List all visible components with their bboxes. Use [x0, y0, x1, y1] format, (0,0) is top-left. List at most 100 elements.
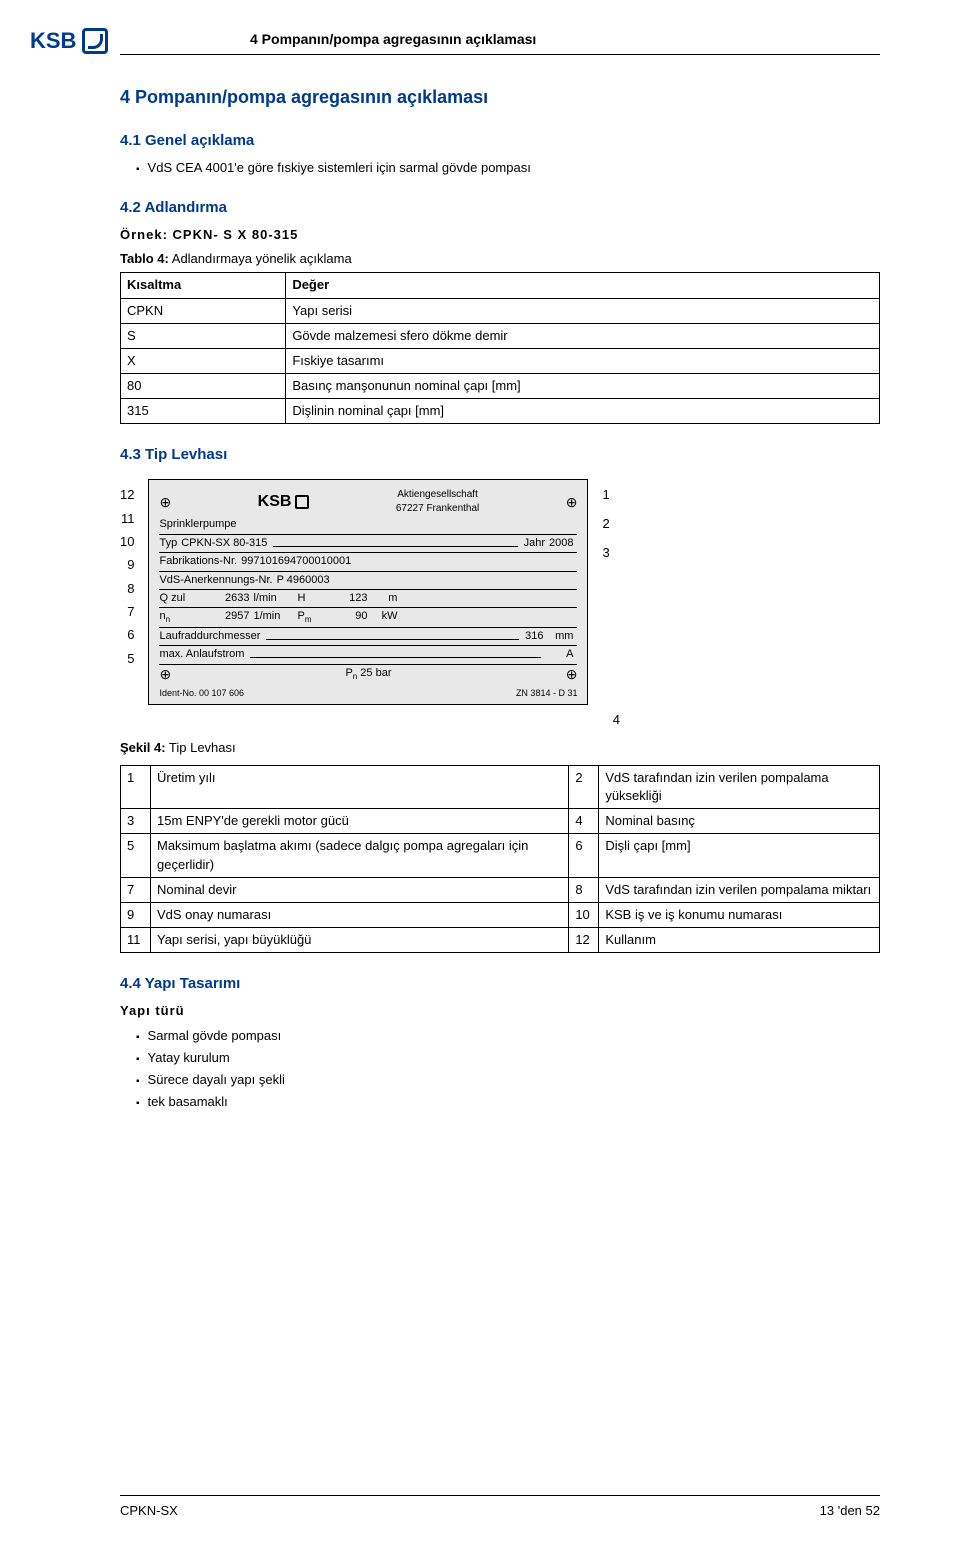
table-row: 11Yapı serisi, yapı büyüklüğü12Kullanım: [121, 928, 880, 953]
screw-icon: ⊕: [566, 667, 578, 681]
callout-number: 2: [602, 514, 609, 535]
table-cell: Maksimum başlatma akımı (sadece dalgıç p…: [151, 834, 569, 877]
np-value: 90: [321, 609, 371, 624]
np-unit: A: [547, 647, 577, 662]
bullet-item: Sürece dayalı yapı şekli: [136, 1071, 880, 1089]
table-cell: Nominal devir: [151, 877, 569, 902]
np-unit: l/min: [253, 591, 297, 606]
table-cell: 4: [569, 809, 599, 834]
table-cell: 11: [121, 928, 151, 953]
table-cell: 12: [569, 928, 599, 953]
table-4-caption: Tablo 4: Adlandırmaya yönelik açıklama: [120, 250, 880, 268]
np-ident: Ident-No. 00 107 606: [159, 687, 244, 700]
table-cell: Üretim yılı: [151, 765, 569, 808]
callout-number: 12: [120, 485, 134, 506]
section-4-4-heading: 4.4 Yapı Tasarımı: [120, 973, 880, 994]
table-row: 315Dişlinin nominal çapı [mm]: [121, 399, 880, 424]
screw-icon: ⊕: [566, 495, 578, 509]
table-4-abbrev: Kısaltma Değer CPKNYapı serisiSGövde mal…: [120, 272, 880, 424]
nameplate-address: Aktiengesellschaft 67227 Frankenthal: [396, 488, 479, 516]
table-cell: Fıskiye tasarımı: [286, 348, 880, 373]
np-value: 2008: [549, 536, 577, 551]
callout-number: 5: [120, 649, 134, 670]
np-label: Pm: [297, 609, 321, 625]
callout-number: 1: [602, 485, 609, 506]
header-title: 4 Pompanın/pompa agregasının açıklaması: [250, 30, 536, 50]
table-cell: 3: [121, 809, 151, 834]
table-row: 315m ENPY'de gerekli motor gücü4Nominal …: [121, 809, 880, 834]
table-row: CPKNYapı serisi: [121, 298, 880, 323]
np-label: H: [297, 591, 321, 606]
np-pn: Pn 25 bar: [345, 666, 391, 682]
np-value: P 4960003: [277, 573, 334, 588]
table-cell: 10: [569, 903, 599, 928]
fig-caption-prefix: Şekil 4:: [120, 740, 166, 755]
footer-right: 13 'den 52: [820, 1502, 880, 1520]
callout-number: 7: [120, 602, 134, 623]
table-cell: 8: [569, 877, 599, 902]
nameplate-company: Aktiengesellschaft: [397, 489, 478, 500]
table-cell: 9: [121, 903, 151, 928]
brand-logo: KSB: [30, 26, 108, 57]
table-row: 80Basınç manşonunun nominal çapı [mm]: [121, 374, 880, 399]
np-value: 316: [525, 629, 547, 644]
nameplate-city: 67227 Frankenthal: [396, 503, 479, 514]
table-cell: 7: [121, 877, 151, 902]
np-value: 123: [321, 591, 371, 606]
np-label: Fabrikations-Nr.: [159, 554, 241, 569]
table-cell: Dişli çapı [mm]: [599, 834, 880, 877]
table-cell: 6: [569, 834, 599, 877]
legend-table: 1Üretim yılı2VdS tarafından izin verilen…: [120, 765, 880, 954]
np-label: Typ: [159, 536, 181, 551]
np-label: Laufraddurchmesser: [159, 629, 264, 644]
figure-4-nameplate: 12111098765 ⊕ KSB Aktiengesellschaft 672…: [120, 479, 880, 728]
bullet-item: Sarmal gövde pompası: [136, 1027, 880, 1045]
table-cell: VdS tarafından izin verilen pompalama yü…: [599, 765, 880, 808]
table-cell: 80: [121, 374, 286, 399]
table-cell: X: [121, 348, 286, 373]
bullet-item: tek basamaklı: [136, 1093, 880, 1111]
callout-number: 9: [120, 555, 134, 576]
np-label: max. Anlaufstrom: [159, 647, 248, 662]
table-row: 1Üretim yılı2VdS tarafından izin verilen…: [121, 765, 880, 808]
table-row: 7Nominal devir8VdS tarafından izin veril…: [121, 877, 880, 902]
table-cell: Gövde malzemesi sfero dökme demir: [286, 323, 880, 348]
table-cell: 15m ENPY'de gerekli motor gücü: [151, 809, 569, 834]
table-row: 5Maksimum başlatma akımı (sadece dalgıç …: [121, 834, 880, 877]
fig-caption-text: Tip Levhası: [166, 740, 236, 755]
table-cell: Yapı serisi, yapı büyüklüğü: [151, 928, 569, 953]
table-cell: KSB iş ve iş konumu numarası: [599, 903, 880, 928]
np-label: Q zul: [159, 591, 203, 606]
np-value: 997101694700010001: [241, 554, 355, 569]
callout-number: 10: [120, 532, 134, 553]
section-4-heading: 4 Pompanın/pompa agregasının açıklaması: [120, 85, 880, 110]
callouts-right: 1 2 3: [602, 479, 609, 563]
table-caption-text: Adlandırmaya yönelik açıklama: [169, 251, 352, 266]
figure-4-caption: Şekil 4: Tip Levhası: [120, 739, 880, 757]
np-value: CPKN-SX 80-315: [181, 536, 271, 551]
nameplate-brand-text: KSB: [258, 491, 292, 513]
section-4-3-heading: 4.3 Tip Levhası: [120, 444, 880, 465]
np-label: nn: [159, 609, 203, 625]
table-cell: Nominal basınç: [599, 809, 880, 834]
nameplate-brand: KSB: [258, 491, 310, 513]
callout-number: 3: [602, 543, 609, 564]
np-unit: kW: [371, 609, 401, 624]
table-cell: 5: [121, 834, 151, 877]
callout-number: 6: [120, 625, 134, 646]
table-cell: Basınç manşonunun nominal çapı [mm]: [286, 374, 880, 399]
table-cell: CPKN: [121, 298, 286, 323]
section-4-2-heading: 4.2 Adlandırma: [120, 197, 880, 218]
np-zn: ZN 3814 - D 31: [516, 687, 578, 700]
callout-number: 11: [120, 509, 134, 530]
logo-icon: [82, 28, 108, 54]
np-line: Sprinklerpumpe: [159, 517, 240, 532]
screw-icon: ⊕: [159, 667, 171, 681]
bullet-item: VdS CEA 4001'e göre fıskiye sistemleri i…: [136, 159, 880, 177]
logo-icon: [295, 495, 309, 509]
table-row: XFıskiye tasarımı: [121, 348, 880, 373]
page-header: KSB 4 Pompanın/pompa agregasının açıklam…: [120, 30, 880, 55]
page-container: KSB 4 Pompanın/pompa agregasının açıklam…: [0, 0, 960, 1550]
np-unit: 1/min: [253, 609, 297, 624]
sub-label: Yapı türü: [120, 1002, 880, 1020]
